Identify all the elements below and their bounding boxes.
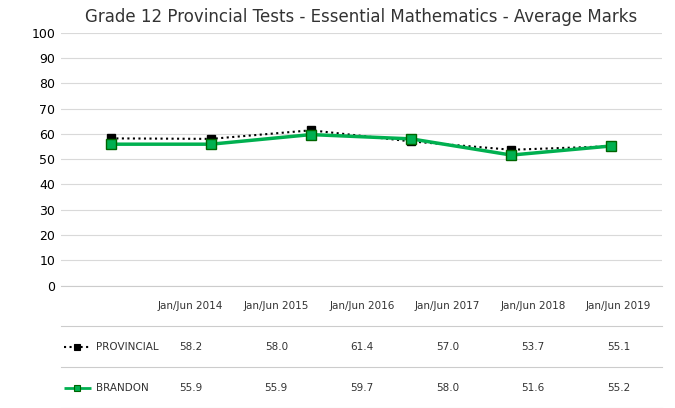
Text: 55.9: 55.9 [265, 383, 288, 392]
Text: Jan/Jun 2015: Jan/Jun 2015 [244, 301, 309, 311]
Text: 55.2: 55.2 [607, 383, 630, 392]
Text: 57.0: 57.0 [436, 342, 459, 352]
Text: 58.0: 58.0 [436, 383, 459, 392]
Text: 59.7: 59.7 [350, 383, 373, 392]
Text: Jan/Jun 2016: Jan/Jun 2016 [329, 301, 395, 311]
Text: PROVINCIAL: PROVINCIAL [96, 342, 158, 352]
Text: 53.7: 53.7 [522, 342, 545, 352]
Title: Grade 12 Provincial Tests - Essential Mathematics - Average Marks: Grade 12 Provincial Tests - Essential Ma… [85, 7, 637, 26]
Text: Jan/Jun 2014: Jan/Jun 2014 [158, 301, 223, 311]
Text: Jan/Jun 2017: Jan/Jun 2017 [415, 301, 480, 311]
Text: 55.9: 55.9 [179, 383, 202, 392]
Text: Jan/Jun 2019: Jan/Jun 2019 [586, 301, 651, 311]
Text: 58.0: 58.0 [265, 342, 288, 352]
Text: 58.2: 58.2 [179, 342, 202, 352]
Text: 51.6: 51.6 [522, 383, 545, 392]
Text: 61.4: 61.4 [350, 342, 373, 352]
Text: BRANDON: BRANDON [96, 383, 148, 392]
Text: 55.1: 55.1 [607, 342, 630, 352]
Text: Jan/Jun 2018: Jan/Jun 2018 [500, 301, 566, 311]
